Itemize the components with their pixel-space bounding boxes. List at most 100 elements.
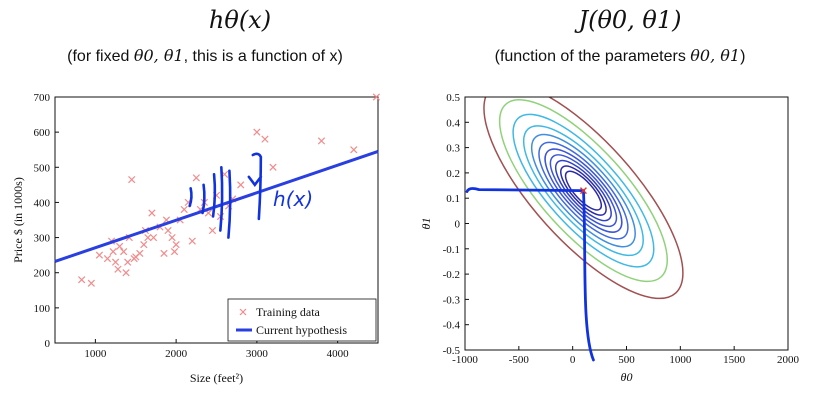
- training-point: [261, 135, 269, 143]
- y-tick-label: 0.1: [446, 193, 460, 205]
- x-axis-label: θ0: [621, 370, 633, 384]
- handwritten-error-bar: [201, 183, 206, 215]
- parameter-marker: [579, 187, 587, 195]
- hypothesis-line: [54, 150, 379, 263]
- x-tick-label: 500: [618, 354, 635, 366]
- legend-label-training: Training data: [256, 305, 321, 319]
- training-point: [144, 233, 152, 242]
- contour-line: [530, 133, 636, 248]
- contour-line: [483, 97, 684, 300]
- handwritten-error-bar: [219, 165, 224, 232]
- y-tick-label: -0.2: [443, 269, 460, 281]
- y-tick-label: 0: [455, 219, 461, 231]
- left-subtitle-pre: (for fixed: [67, 48, 134, 65]
- y-tick-label: 0.2: [446, 168, 460, 180]
- training-point: [149, 233, 158, 242]
- training-point: [192, 174, 200, 182]
- contour-line: [549, 154, 618, 228]
- left-subtitle-post: , this is a function of x): [183, 48, 343, 65]
- contour-line: [564, 170, 603, 211]
- training-point: [168, 233, 176, 242]
- right-subtitle-post: ): [740, 48, 746, 65]
- training-point: [188, 237, 196, 245]
- training-point: [124, 258, 132, 266]
- y-tick-label: 100: [34, 303, 51, 315]
- legend-label-hypothesis: Current hypothesis: [256, 323, 347, 337]
- y-tick-label: 0: [45, 338, 51, 350]
- right-subtitle-pre: (function of the parameters: [494, 48, 691, 65]
- contour-line: [498, 99, 668, 283]
- training-point: [317, 137, 326, 145]
- training-point: [122, 269, 130, 277]
- training-point: [372, 93, 381, 101]
- left-subtitle-math: θ0, θ1: [133, 46, 184, 65]
- training-point: [140, 240, 148, 249]
- handwritten-error-bar: [211, 173, 217, 218]
- handwritten-theta0-line: [582, 189, 595, 362]
- training-point: [115, 242, 124, 250]
- training-point: [180, 205, 188, 214]
- handwritten-arrow: [247, 152, 263, 221]
- y-axis-label: θ1: [419, 218, 433, 230]
- training-point: [148, 209, 156, 217]
- training-point: [253, 128, 261, 136]
- y-tick-label: 300: [34, 233, 51, 245]
- y-tick-label: -0.4: [443, 320, 461, 332]
- contour-line: [538, 141, 629, 240]
- training-point: [208, 226, 217, 235]
- contour-line: [522, 125, 644, 257]
- training-point: [111, 258, 120, 266]
- left-chart-subtitle: (for fixed θ0, θ1, this is a function of…: [0, 46, 410, 66]
- x-tick-label: 3000: [246, 348, 269, 360]
- y-tick-label: -0.3: [443, 294, 461, 306]
- training-point: [95, 251, 104, 259]
- right-contour-plot: -1000 -500 0 500 1000 1500 2000 -0.5 -0.4 -0.3 -0.…: [419, 92, 800, 384]
- handwritten-error-bar: [227, 169, 232, 239]
- legend: Training data Current hypothesis: [227, 298, 377, 342]
- training-point: [136, 249, 144, 258]
- y-tick-label: 500: [34, 162, 51, 174]
- y-tick-label: 0.5: [446, 92, 460, 104]
- legend-box: [227, 298, 377, 342]
- y-tick-label: 700: [34, 92, 51, 104]
- handwritten-theta1-line: [465, 187, 585, 194]
- y-tick-label: 0.4: [446, 117, 460, 129]
- handwritten-annotation: h(x): [273, 187, 313, 211]
- y-tick-label: 600: [34, 127, 51, 139]
- training-point: [87, 279, 95, 287]
- x-tick-label: 4000: [327, 348, 350, 360]
- x-tick-label: -1000: [452, 354, 478, 366]
- contour-line: [544, 148, 623, 233]
- right-subtitle-math: θ0, θ1: [690, 46, 741, 65]
- contour-line: [560, 165, 607, 216]
- training-point: [237, 181, 245, 189]
- right-chart-title: J(θ0, θ1): [578, 6, 682, 34]
- contour-group: [483, 97, 684, 300]
- x-axis-label: Size (feet²): [190, 371, 243, 385]
- y-tick-label: 200: [34, 268, 51, 280]
- training-point: [350, 146, 358, 154]
- left-chart-title: hθ(x): [208, 6, 272, 34]
- y-axis-label: Price $ (in 1000s): [11, 177, 25, 263]
- contour-line: [555, 159, 612, 222]
- x-tick-label: 1000: [669, 354, 692, 366]
- training-point: [120, 248, 128, 256]
- handwritten-error-bar: [188, 187, 193, 208]
- left-scatter-plot: 1000 2000 3000 4000 0 100 200 300 400 500 600 700 Si…: [11, 92, 381, 385]
- training-point: [128, 175, 136, 184]
- contour-line: [512, 113, 655, 268]
- y-tick-label: -0.1: [443, 244, 460, 256]
- right-plot-background: [465, 97, 788, 350]
- training-point: [172, 240, 180, 249]
- x-tick-label: 0: [570, 354, 576, 366]
- training-point: [78, 276, 86, 284]
- right-chart-subtitle: (function of the parameters θ0, θ1): [420, 46, 820, 66]
- training-point: [109, 248, 117, 256]
- training-point: [114, 265, 122, 273]
- training-point: [164, 226, 172, 235]
- x-tick-label: 1500: [723, 354, 746, 366]
- training-point: [103, 255, 112, 263]
- x-tick-label: 1000: [84, 348, 107, 360]
- training-point: [170, 248, 179, 256]
